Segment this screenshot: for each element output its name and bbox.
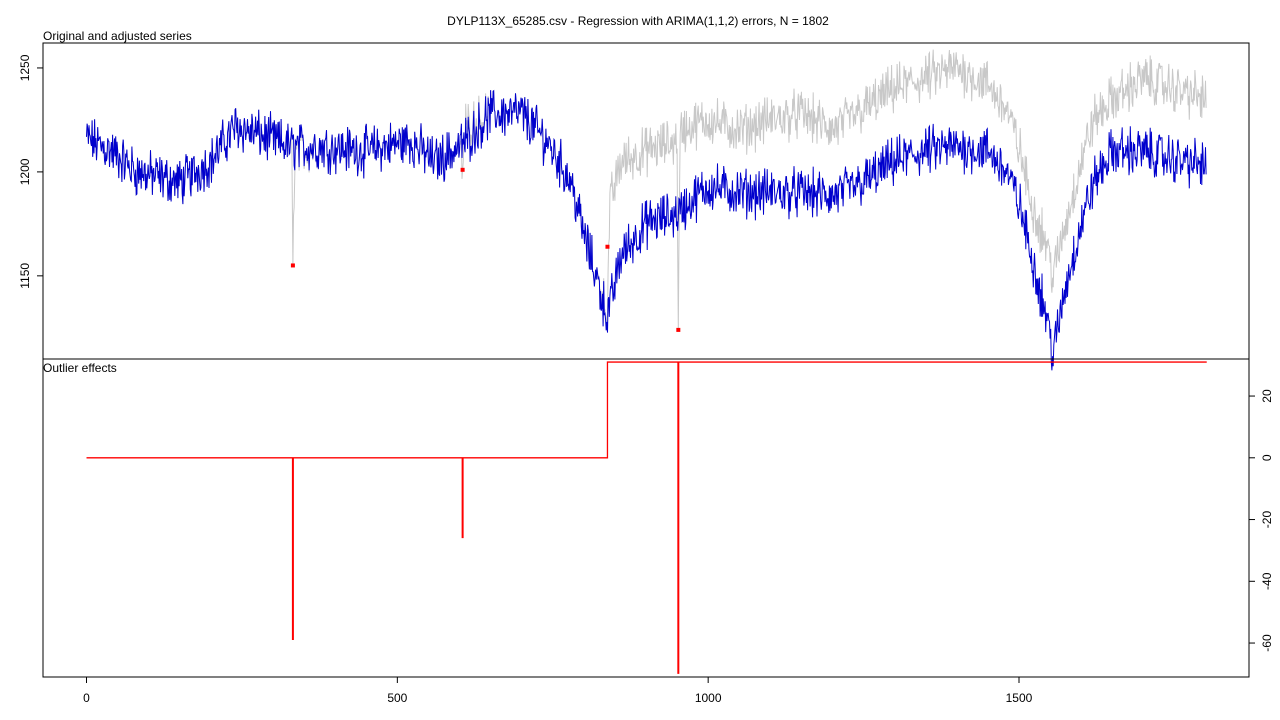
outlier-marker bbox=[290, 263, 295, 268]
outlier-marker bbox=[605, 244, 610, 249]
x-tick-label: 500 bbox=[387, 691, 407, 705]
level-shift-line bbox=[86, 361, 1207, 459]
y-tick-label: 1200 bbox=[18, 158, 32, 185]
y-tick-label: -60 bbox=[1260, 634, 1274, 652]
x-tick-label: 1500 bbox=[1006, 691, 1033, 705]
y-tick-label: -20 bbox=[1260, 511, 1274, 529]
outlier-effects-panel: Outlier effects -60 -40 -20 0 20 0 500 1000 1500 bbox=[42, 358, 1274, 705]
panel-title: Outlier effects bbox=[43, 361, 117, 375]
outlier-marker bbox=[460, 167, 465, 172]
adjusted-series-line bbox=[86, 89, 1207, 371]
y-tick-label: 20 bbox=[1260, 389, 1274, 403]
chart-title: DYLP113X_65285.csv - Regression with ARI… bbox=[447, 14, 829, 28]
outlier-marker bbox=[676, 327, 681, 332]
y-tick-label: 0 bbox=[1260, 454, 1274, 461]
y-tick-label: 1250 bbox=[18, 54, 32, 81]
panel-frame bbox=[42, 358, 1250, 678]
x-tick-label: 0 bbox=[83, 691, 90, 705]
x-tick-label: 1000 bbox=[695, 691, 722, 705]
y-tick-label: 1150 bbox=[18, 263, 32, 289]
y-tick-label: -40 bbox=[1260, 572, 1274, 590]
panel-frame bbox=[42, 42, 1250, 360]
panel-title: Original and adjusted series bbox=[43, 29, 192, 43]
original-adjusted-panel: Original and adjusted series 1150 1200 1250 bbox=[18, 29, 1250, 371]
